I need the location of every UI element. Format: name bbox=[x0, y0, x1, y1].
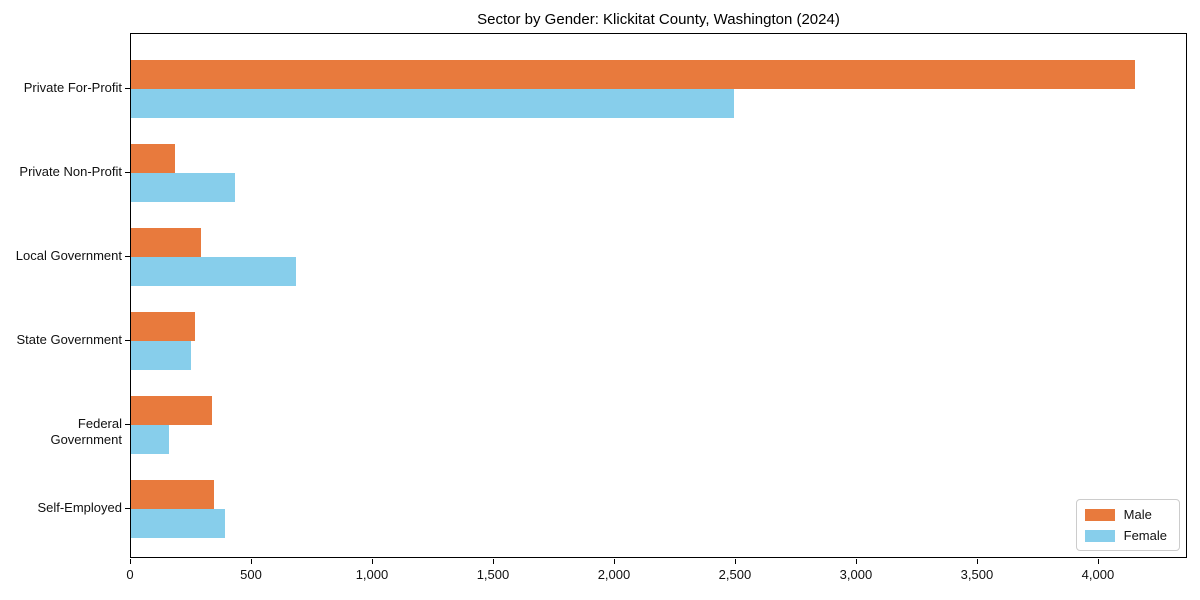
bar-female-2 bbox=[131, 173, 236, 203]
bar-male-6 bbox=[131, 479, 215, 509]
ytick-label: Federal Government bbox=[50, 416, 122, 447]
ytick-mark bbox=[125, 172, 130, 173]
xtick-mark bbox=[734, 559, 736, 564]
bar-male-2 bbox=[131, 143, 175, 173]
xtick-mark bbox=[130, 559, 131, 564]
chart-title: Sector by Gender: Klickitat County, Wash… bbox=[477, 11, 840, 28]
ytick-label: State Government bbox=[16, 332, 123, 347]
legend-entry-male: Male bbox=[1084, 507, 1167, 522]
xtick-mark bbox=[976, 559, 978, 564]
xtick-label: 1,000 bbox=[355, 567, 389, 582]
ytick-mark bbox=[125, 424, 130, 425]
xtick-mark bbox=[613, 559, 615, 564]
xtick-mark bbox=[1097, 559, 1099, 564]
legend: Male Female bbox=[1075, 499, 1180, 551]
bar-female-3 bbox=[131, 257, 296, 287]
legend-label-male: Male bbox=[1123, 507, 1152, 522]
bar-male-1 bbox=[131, 59, 1136, 89]
ytick-label: Private For-Profit bbox=[23, 80, 122, 95]
xtick-label: 4,000 bbox=[1081, 567, 1115, 582]
xtick-mark bbox=[371, 559, 373, 564]
bar-female-5 bbox=[131, 425, 169, 455]
xtick-mark bbox=[492, 559, 494, 564]
ytick-label: Private Non-Profit bbox=[19, 164, 122, 179]
plot-area: Male Female bbox=[130, 33, 1187, 558]
ytick-label: Local Government bbox=[15, 248, 122, 263]
xtick-label: 3,500 bbox=[960, 567, 994, 582]
xtick-label: 3,000 bbox=[839, 567, 873, 582]
male-swatch bbox=[1084, 508, 1115, 521]
bar-male-4 bbox=[131, 311, 196, 341]
legend-entry-female: Female bbox=[1084, 528, 1167, 543]
bar-male-3 bbox=[131, 227, 202, 257]
bar-female-6 bbox=[131, 509, 226, 539]
xtick-label: 2,500 bbox=[718, 567, 752, 582]
ytick-mark bbox=[125, 88, 130, 89]
bar-female-1 bbox=[131, 89, 734, 119]
bar-female-4 bbox=[131, 341, 192, 371]
ytick-label: Self-Employed bbox=[37, 500, 122, 515]
xtick-label: 2,000 bbox=[597, 567, 631, 582]
xtick-mark bbox=[250, 559, 252, 564]
legend-label-female: Female bbox=[1123, 528, 1167, 543]
xtick-label: 0 bbox=[126, 567, 134, 582]
ytick-mark bbox=[125, 508, 130, 509]
xtick-label: 500 bbox=[240, 567, 262, 582]
female-swatch bbox=[1084, 529, 1115, 542]
bar-male-5 bbox=[131, 395, 213, 425]
ytick-mark bbox=[125, 256, 130, 257]
xtick-label: 1,500 bbox=[476, 567, 510, 582]
xtick-mark bbox=[855, 559, 857, 564]
ytick-mark bbox=[125, 340, 130, 341]
